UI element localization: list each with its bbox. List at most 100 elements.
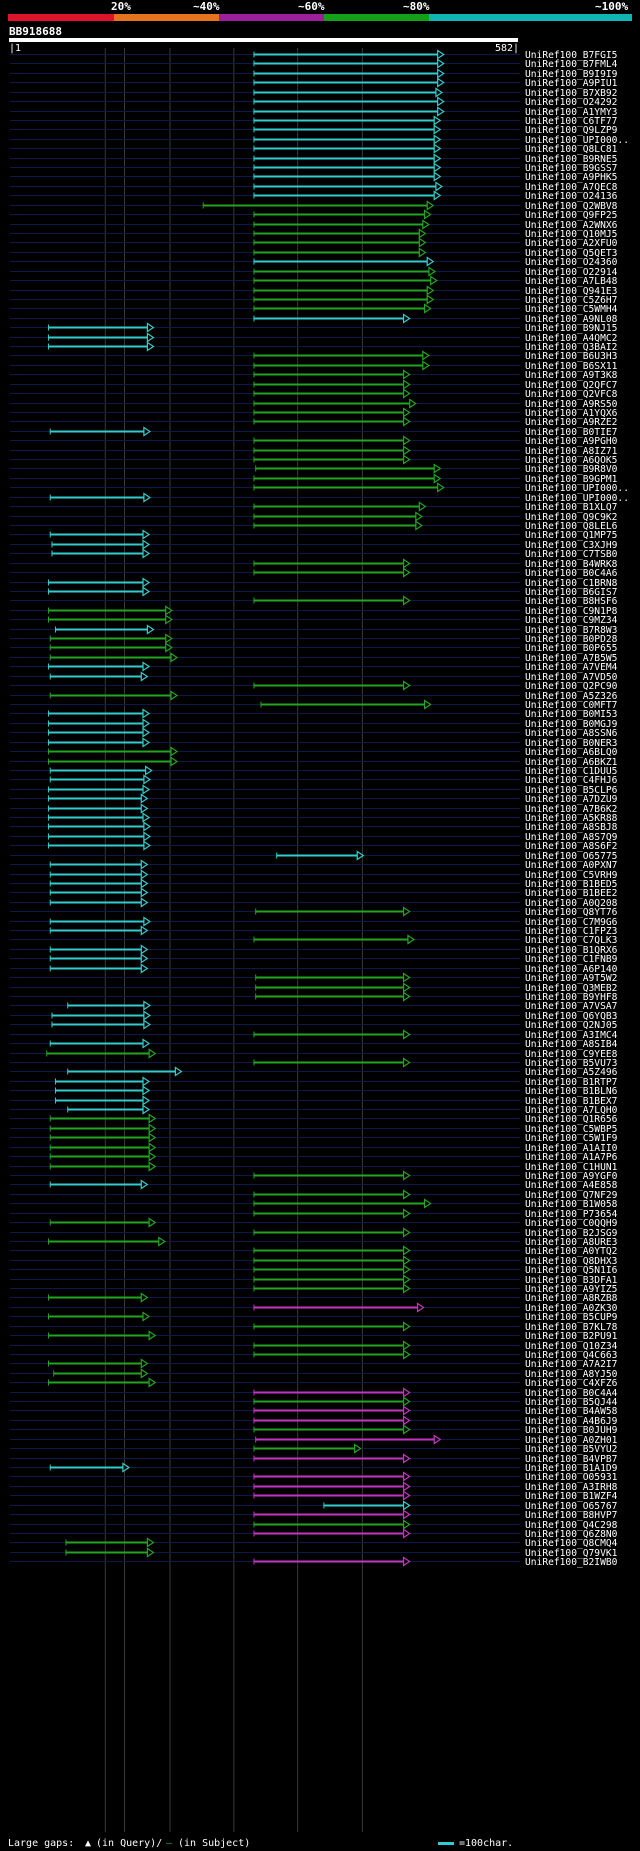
hit-row[interactable]: UniRef100_A5Z326 <box>10 690 618 702</box>
hit-row[interactable]: UniRef100_B3DFA1 <box>10 1274 618 1286</box>
hit-label[interactable]: UniRef100_C1BRN8 <box>525 578 618 589</box>
hit-label[interactable]: UniRef100_A3IRH8 <box>525 1482 618 1493</box>
hit-row[interactable]: UniRef100_B4VPB7 <box>10 1453 618 1465</box>
hit-label[interactable]: UniRef100_C7M9G6 <box>525 917 618 928</box>
hit-label[interactable]: UniRef100_B0MI53 <box>525 709 618 720</box>
hit-row[interactable]: UniRef100_P73654 <box>10 1208 618 1220</box>
hit-row[interactable]: UniRef100_Q6YQB3 <box>10 1010 618 1022</box>
hit-row[interactable]: UniRef100_Q4C298 <box>10 1519 618 1531</box>
hit-row[interactable]: UniRef100_Q10Z34 <box>10 1340 618 1352</box>
hit-label[interactable]: UniRef100_B1RTP7 <box>525 1077 618 1088</box>
hit-label[interactable]: UniRef100_A0PXN7 <box>525 860 618 871</box>
hit-row[interactable]: UniRef100_C5WBP5 <box>10 1123 617 1135</box>
hit-label[interactable]: UniRef100_Q2QFC7 <box>525 380 618 391</box>
hit-row[interactable]: UniRef100_O24360 <box>10 256 618 268</box>
hit-label[interactable]: UniRef100_C7QLK3 <box>525 935 618 946</box>
hit-row[interactable]: UniRef100_A9YGF0 <box>10 1170 618 1182</box>
hit-label[interactable]: UniRef100_A0Q208 <box>525 898 618 909</box>
hit-row[interactable]: UniRef100_C7TSB0 <box>10 548 618 560</box>
hit-row[interactable]: UniRef100_B4WRK8 <box>10 558 618 570</box>
hit-row[interactable]: UniRef100_A7B5W5 <box>10 652 617 664</box>
hit-row[interactable]: UniRef100_C1DUU5 <box>10 765 617 777</box>
hit-row[interactable]: UniRef100_C6TF77 <box>10 115 618 127</box>
hit-label[interactable]: UniRef100_A9PHK5 <box>525 172 617 183</box>
hit-row[interactable]: UniRef100_A8S6F2 <box>10 840 617 852</box>
hit-label[interactable]: UniRef100_B9R8V0 <box>525 464 618 475</box>
hit-label[interactable]: UniRef100_B1BEX7 <box>525 1096 618 1107</box>
hit-label[interactable]: UniRef100_A2WNX6 <box>525 220 618 231</box>
hit-row[interactable]: UniRef100_B5VU73 <box>10 1057 618 1069</box>
hit-row[interactable]: UniRef100_C1FPZ3 <box>10 925 618 937</box>
hit-row[interactable]: UniRef100_Q3MEB2 <box>10 982 617 994</box>
hit-label[interactable]: UniRef100_B7FML4 <box>525 59 618 70</box>
hit-row[interactable]: UniRef100_A7A2I7 <box>10 1358 618 1370</box>
hit-row[interactable]: UniRef100_B0JUH9 <box>10 1424 618 1436</box>
hit-label[interactable]: UniRef100_Q4C663 <box>525 1350 618 1361</box>
hit-label[interactable]: UniRef100_A8SSN6 <box>525 728 618 739</box>
hit-label[interactable]: UniRef100_B9RNE5 <box>525 154 617 165</box>
hit-row[interactable]: UniRef100_A1YQX6 <box>10 407 618 419</box>
hit-label[interactable]: UniRef100_A7LQH0 <box>525 1105 618 1116</box>
hit-row[interactable]: UniRef100_Q5N1I6 <box>10 1264 618 1276</box>
hit-label[interactable]: UniRef100_Q79VK1 <box>525 1548 618 1559</box>
hit-label[interactable]: UniRef100_A7B5W5 <box>525 653 617 664</box>
hit-row[interactable]: UniRef100_B5CLP6 <box>10 784 618 796</box>
hit-label[interactable]: UniRef100_B9GPM1 <box>525 474 618 485</box>
hit-label[interactable]: UniRef100_B2PU91 <box>525 1331 618 1342</box>
hit-row[interactable]: UniRef100_B7R8W3 <box>10 624 618 636</box>
hit-label[interactable]: UniRef100_A9PIU1 <box>525 78 618 89</box>
hit-row[interactable]: UniRef100_UPI000.. <box>10 134 629 146</box>
hit-row[interactable]: UniRef100_A9YIZ5 <box>10 1283 617 1295</box>
hit-row[interactable]: UniRef100_Q8LC81 <box>10 143 618 155</box>
hit-row[interactable]: UniRef100_C5VRH9 <box>10 869 618 881</box>
hit-label[interactable]: UniRef100_A9YGF0 <box>525 1171 618 1182</box>
hit-row[interactable]: UniRef100_A0Q208 <box>10 897 618 909</box>
hit-label[interactable]: UniRef100_C4FHJ6 <box>525 775 618 786</box>
hit-row[interactable]: UniRef100_A8URE3 <box>10 1236 618 1248</box>
hit-label[interactable]: UniRef100_A9RZE2 <box>525 417 617 428</box>
hit-row[interactable]: UniRef100_UPI000.. <box>10 492 629 504</box>
hit-label[interactable]: UniRef100_C5Z6H7 <box>525 295 618 306</box>
hit-row[interactable]: UniRef100_Q4C663 <box>10 1349 618 1361</box>
hit-label[interactable]: UniRef100_Q6YQB3 <box>525 1011 618 1022</box>
hit-label[interactable]: UniRef100_A7VD50 <box>525 672 618 683</box>
hit-label[interactable]: UniRef100_A7VSA7 <box>525 1001 618 1012</box>
hit-label[interactable]: UniRef100_B1A1D9 <box>525 1463 618 1474</box>
hit-label[interactable]: UniRef100_B1BLN6 <box>525 1086 618 1097</box>
hit-row[interactable]: UniRef100_A9T3K8 <box>10 369 618 381</box>
hit-row[interactable]: UniRef100_B9YHF8 <box>10 991 618 1003</box>
hit-row[interactable]: UniRef100_O24136 <box>10 190 618 202</box>
hit-row[interactable]: UniRef100_C5WMH4 <box>10 303 618 315</box>
hit-label[interactable]: UniRef100_A8S6F2 <box>525 841 617 852</box>
hit-label[interactable]: UniRef100_C0MFT7 <box>525 700 618 711</box>
hit-label[interactable]: UniRef100_A2XFU0 <box>525 238 618 249</box>
hit-row[interactable]: UniRef100_C4XFZ6 <box>10 1377 618 1389</box>
hit-row[interactable]: UniRef100_A5Z496 <box>10 1066 618 1078</box>
hit-label[interactable]: UniRef100_C5WMH4 <box>525 304 618 315</box>
hit-label[interactable]: UniRef100_A4QMC2 <box>525 333 617 344</box>
hit-row[interactable]: UniRef100_C9YEE8 <box>10 1048 618 1060</box>
hit-row[interactable]: UniRef100_B8HSF6 <box>10 595 618 607</box>
hit-label[interactable]: UniRef100_B1BEE2 <box>525 888 617 899</box>
hit-label[interactable]: UniRef100_A8URE3 <box>525 1237 618 1248</box>
hit-label[interactable]: UniRef100_A4B6J9 <box>525 1416 618 1427</box>
hit-row[interactable]: UniRef100_C9N1P8 <box>10 605 618 617</box>
hit-row[interactable]: UniRef100_A1A7P6 <box>10 1151 618 1163</box>
hit-row[interactable]: UniRef100_A8SSN6 <box>10 727 618 739</box>
hit-label[interactable]: UniRef100_C5W1F9 <box>525 1133 618 1144</box>
hit-label[interactable]: UniRef100_B4VPB7 <box>525 1454 618 1465</box>
hit-row[interactable]: UniRef100_A7B6K2 <box>10 803 617 815</box>
hit-row[interactable]: UniRef100_B5VYU2 <box>10 1443 617 1455</box>
hit-label[interactable]: UniRef100_B8HVP7 <box>525 1510 618 1521</box>
hit-label[interactable]: UniRef100_A6P140 <box>525 964 618 975</box>
hit-row[interactable]: UniRef100_Q1MP75 <box>10 529 617 541</box>
hit-label[interactable]: UniRef100_A8S7Q9 <box>525 832 618 843</box>
hit-label[interactable]: UniRef100_Q2VFC8 <box>525 389 618 400</box>
hit-label[interactable]: UniRef100_B3DFA1 <box>525 1275 618 1286</box>
hit-label[interactable]: UniRef100_A9T3K8 <box>525 370 618 381</box>
hit-label[interactable]: UniRef100_A7B6K2 <box>525 804 617 815</box>
hit-row[interactable]: UniRef100_B9I9I9 <box>10 68 618 80</box>
hit-row[interactable]: UniRef100_B9GPM1 <box>10 473 618 485</box>
hit-row[interactable]: UniRef100_B9RNE5 <box>10 153 617 165</box>
hit-row[interactable]: UniRef100_A9PIU1 <box>10 77 618 89</box>
